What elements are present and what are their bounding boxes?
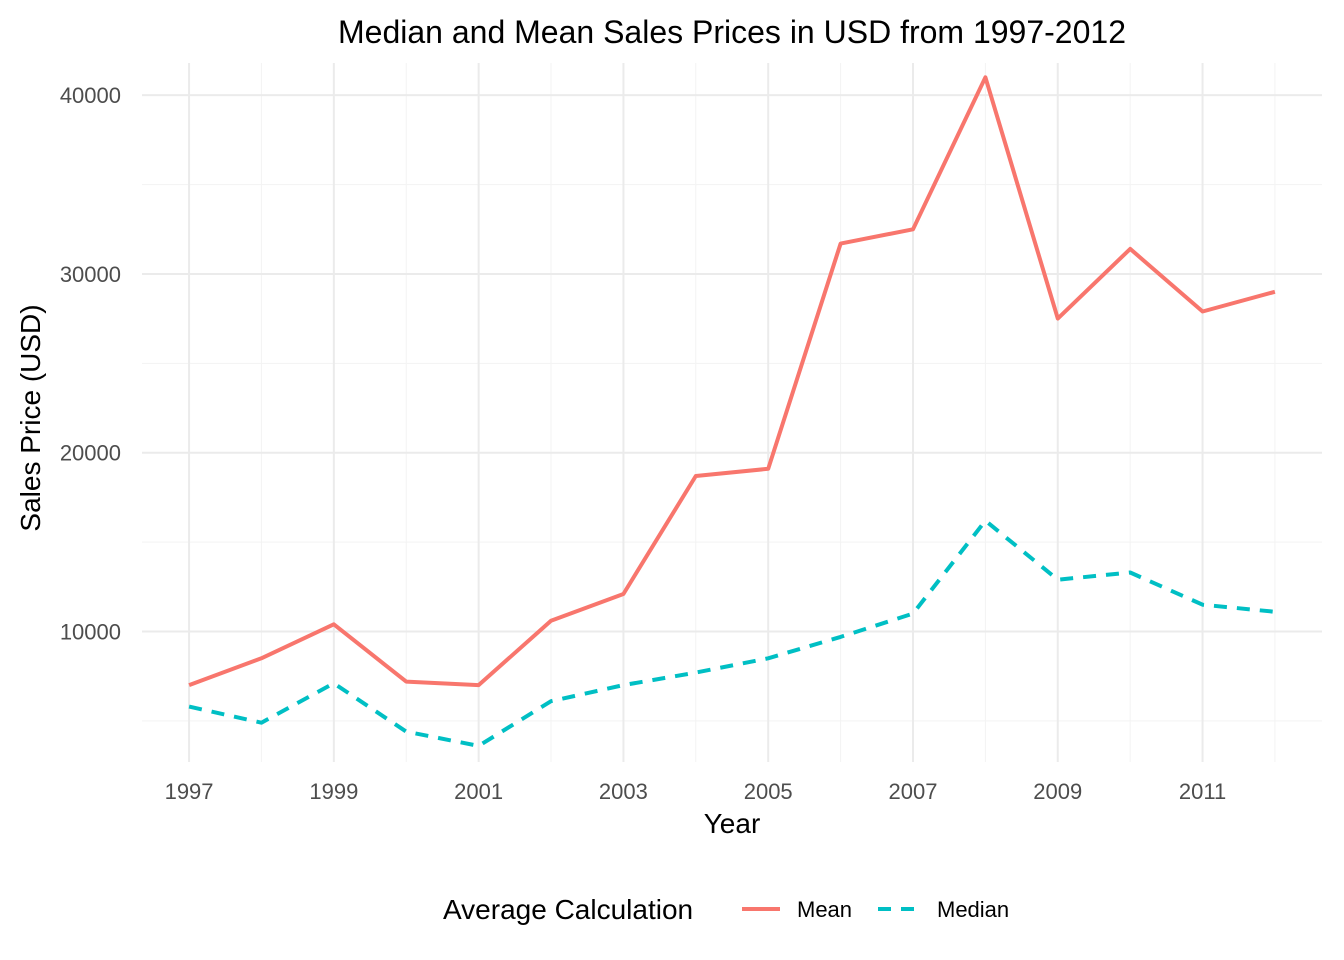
legend-label-median: Median — [937, 897, 1009, 922]
x-tick-label: 2001 — [454, 779, 503, 804]
chart-title: Median and Mean Sales Prices in USD from… — [338, 14, 1126, 50]
y-tick-label: 30000 — [60, 262, 121, 287]
x-tick-label: 2007 — [889, 779, 938, 804]
legend-label-mean: Mean — [797, 897, 852, 922]
x-tick-label: 1999 — [309, 779, 358, 804]
y-axis-tick-labels: 10000 20000 30000 40000 — [60, 83, 121, 644]
x-tick-label: 2005 — [744, 779, 793, 804]
x-axis-tick-labels: 1997 1999 2001 2003 2005 2007 2009 2011 — [165, 779, 1227, 804]
y-tick-label: 40000 — [60, 83, 121, 108]
legend-title: Average Calculation — [443, 894, 693, 925]
series-lines — [188, 75, 1276, 748]
x-tick-label: 2009 — [1033, 779, 1082, 804]
legend: Average Calculation Mean Median — [443, 894, 1009, 925]
x-axis-title: Year — [704, 808, 761, 839]
major-gridlines — [142, 63, 1322, 762]
y-axis-title: Sales Price (USD) — [15, 304, 46, 531]
series-line-mean — [188, 75, 1276, 688]
series-line-median — [188, 518, 1276, 748]
x-tick-label: 2011 — [1179, 779, 1226, 804]
x-tick-label: 2003 — [599, 779, 648, 804]
y-tick-label: 10000 — [60, 619, 121, 644]
minor-gridlines — [142, 63, 1322, 762]
y-tick-label: 20000 — [60, 441, 121, 466]
x-tick-label: 1997 — [165, 779, 214, 804]
